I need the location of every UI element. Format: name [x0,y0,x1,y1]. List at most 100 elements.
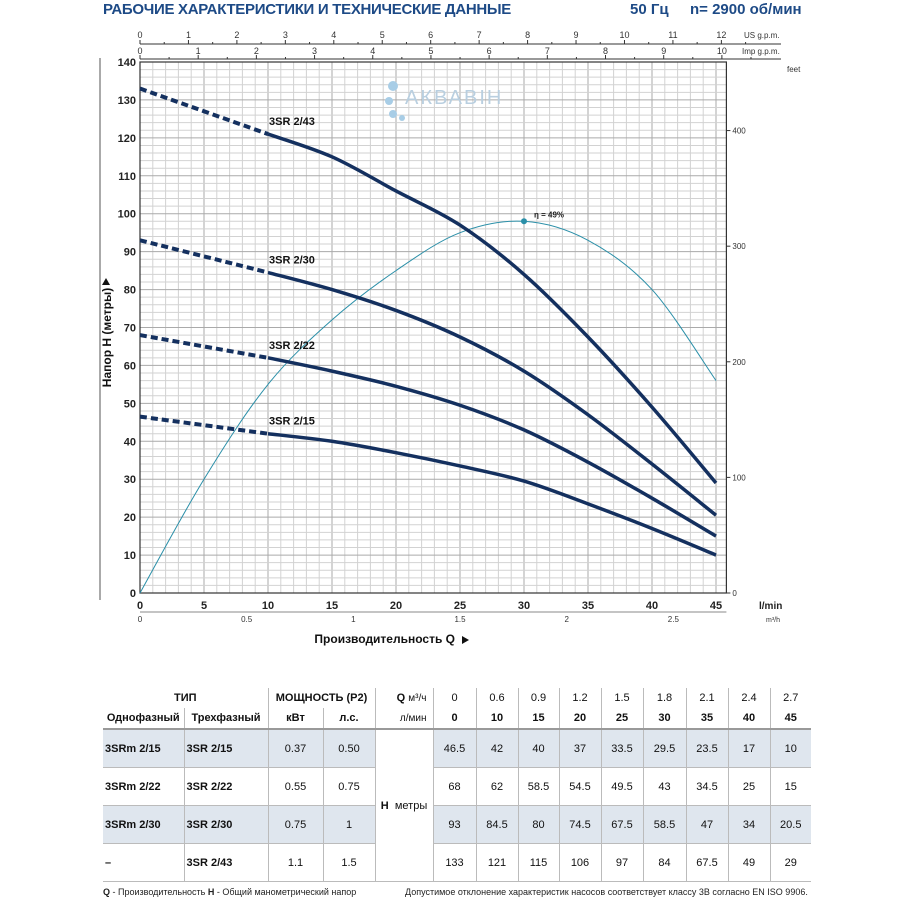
y-tick-label: 10 [124,550,136,562]
efficiency-curve [139,220,717,594]
x-tick-label: 10 [262,600,274,612]
power-kw: 0.55 [284,780,307,793]
y-tick-label: 70 [124,323,136,335]
head-value: 54.5 [569,780,591,793]
y-axis-title: Напор H (метры) [100,288,114,387]
kw-header: кВт [286,712,305,724]
us-gpm-unit: US g.p.m. [744,31,780,40]
h-unit: метры [394,799,428,812]
feet-tick-label: 400 [732,127,746,136]
imp-gpm-tick-label: 5 [428,46,433,56]
feet-tick-label: 300 [732,242,746,251]
table-row: 3SRm 2/22 3SR 2/22 0.55 0.75 68 62 58.5 54.5 49.… [103,767,811,806]
m3h-tick-label: 1.5 [454,615,466,624]
head-value: 23.5 [696,742,718,755]
imp-gpm-tick-label: 9 [661,46,666,56]
power-kw: 0.75 [284,818,307,831]
single-phase-model: – [105,856,112,869]
m3h-tick-label: 1 [351,615,356,624]
single-phase-model: 3SRm 2/30 [105,818,161,831]
page-title: РАБОЧИЕ ХАРАКТЕРИСТИКИ И ТЕХНИЧЕСКИЕ ДАН… [103,1,512,18]
h-abbr: H [207,887,215,897]
q-m3h-value: 0.6 [489,692,505,704]
q-lmin-value: 35 [700,712,714,724]
spec-table: ТИП МОЩНОСТЬ (P2) Q м³/ч 0 0.6 0.9 1.2 1.5 1.8 2.… [103,688,811,882]
efficiency-label: η = 49% [534,210,564,219]
head-value: 49.5 [611,780,633,793]
single-phase-model: 3SRm 2/22 [105,780,161,793]
head-value: 20.5 [780,818,802,831]
q-lmin-value: 10 [490,712,504,724]
m3h-tick-label: 0 [138,615,143,624]
q-lmin-value: 15 [532,712,545,724]
y-tick-label: 100 [118,209,136,221]
x-tick-label: 45 [710,600,722,612]
speed: n= 2900 об/мин [690,1,802,18]
single-phase-header: Однофазный [106,712,180,724]
x-tick-label: 15 [326,600,338,612]
y-tick-label: 130 [118,95,136,107]
q-lmin-value: 25 [615,712,629,724]
head-value: 115 [529,856,548,869]
y-tick-label: 30 [124,474,136,486]
feet-tick-label: 100 [732,473,746,482]
imp-gpm-tick-label: 0 [137,46,142,56]
head-value: 15 [784,780,797,793]
m3h-tick-label: 2 [564,615,569,624]
y-tick-label: 120 [118,133,136,145]
x-tick-label: 40 [646,600,658,612]
h-label: H [380,799,389,812]
head-value: 49 [742,856,756,869]
imp-gpm-tick-label: 10 [717,46,727,56]
us-gpm-tick-label: 0 [137,30,142,40]
arrow-right-icon [462,636,469,644]
x-tick-label: 0 [137,600,143,612]
three-phase-model: 3SR 2/43 [186,856,233,869]
us-gpm-tick-label: 9 [574,30,579,40]
x-unit-label: l/min [759,601,782,612]
footer-tolerance: Допустимое отклонение характеристик насо… [405,887,808,897]
series-label: 3SR 2/43 [269,116,315,128]
m3h-tick-label: 0.5 [241,615,253,624]
q-lmin-value: 45 [784,712,797,724]
logo-drop-icon [385,97,393,105]
head-value: 29.5 [653,742,676,755]
x-tick-label: 5 [201,600,207,612]
imp-gpm-tick-label: 8 [603,46,608,56]
m3h-tick-label: 2.5 [668,615,680,624]
q-abbr: Q [103,887,111,897]
q-m3h-value: 1.8 [656,692,673,704]
q-label: Q [396,692,406,704]
y-tick-label: 110 [118,171,136,183]
q-m3h-value: 2.7 [783,692,799,704]
three-phase-model: 3SR 2/15 [186,742,233,755]
y-tick-label: 20 [124,512,136,524]
table-row: 3SRm 2/15 3SR 2/15 0.37 0.50 H метры 46.5 42 40… [103,729,811,882]
head-value: 29 [784,856,797,869]
head-value: 17 [742,742,756,755]
plot-border [139,61,728,594]
x-axis-title: Производительность Q [314,632,455,646]
pump-curve [267,356,717,538]
y-tick-label: 80 [124,285,136,297]
x-tick-label: 35 [582,600,594,612]
three-phase-model: 3SR 2/30 [186,818,233,831]
head-value: 40 [532,742,545,755]
y-tick-label: 140 [118,57,136,69]
y-tick-label: 60 [124,360,136,372]
q-m3h-value: 1.2 [572,692,588,704]
head-value: 46.5 [443,742,466,755]
q-lmin-value: 20 [573,712,587,724]
q-text: - Производительность [110,887,208,897]
head-value: 58.5 [653,818,676,831]
power-hp: 0.75 [338,780,360,793]
us-gpm-tick-label: 3 [283,30,288,40]
pump-curve [267,270,718,517]
head-value: 106 [570,856,590,869]
q-lmin-value: 30 [658,712,671,724]
frequency: 50 Гц [630,1,669,18]
q-lmin-value: 40 [742,712,756,724]
q-m3h-value: 1.5 [614,692,630,704]
imp-gpm-tick-label: 2 [254,46,259,56]
